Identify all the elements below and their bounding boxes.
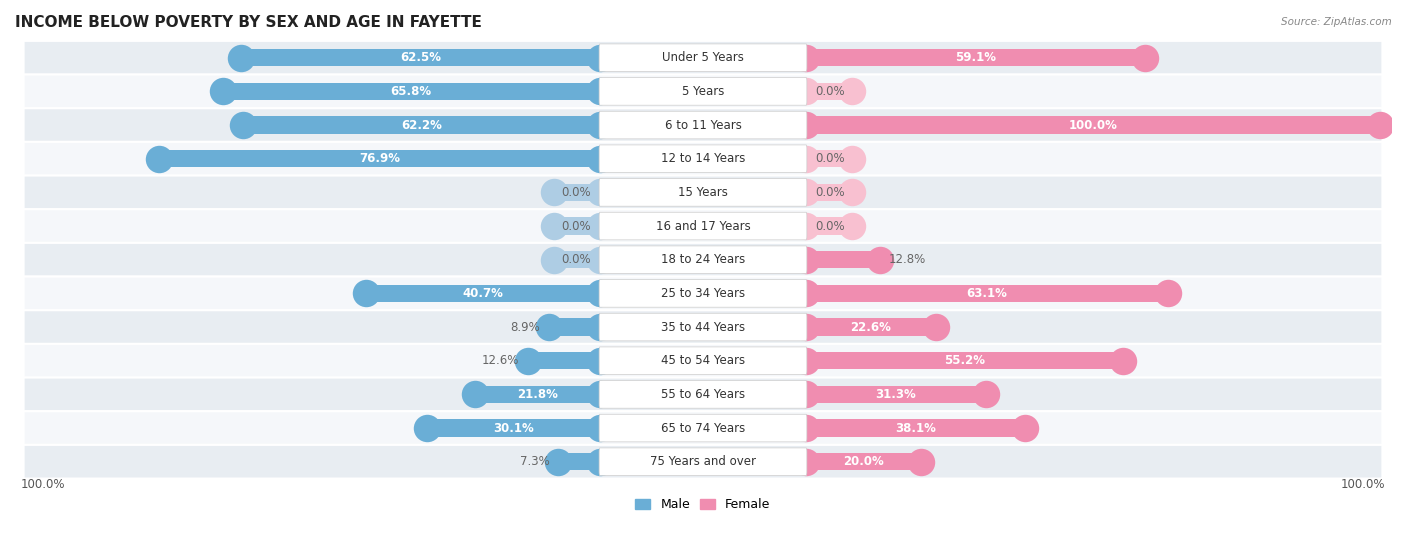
Text: 18 to 24 Years: 18 to 24 Years <box>661 253 745 266</box>
FancyBboxPatch shape <box>599 212 807 240</box>
Text: 21.8%: 21.8% <box>517 388 558 401</box>
Text: 7.3%: 7.3% <box>520 455 550 468</box>
Text: 62.5%: 62.5% <box>401 51 441 64</box>
FancyBboxPatch shape <box>599 78 807 105</box>
FancyBboxPatch shape <box>24 378 1382 411</box>
Text: 22.6%: 22.6% <box>851 320 891 334</box>
Text: 0.0%: 0.0% <box>561 253 591 266</box>
Bar <box>806 285 1168 302</box>
FancyBboxPatch shape <box>24 142 1382 176</box>
Text: 62.2%: 62.2% <box>401 118 441 132</box>
Bar <box>475 386 600 403</box>
Text: 12.6%: 12.6% <box>482 354 519 367</box>
Text: 30.1%: 30.1% <box>494 421 534 435</box>
FancyBboxPatch shape <box>24 243 1382 277</box>
Text: 55 to 64 Years: 55 to 64 Years <box>661 388 745 401</box>
Text: 0.0%: 0.0% <box>815 186 845 199</box>
Text: 100.0%: 100.0% <box>1341 478 1385 491</box>
FancyBboxPatch shape <box>599 347 807 374</box>
Bar <box>806 318 936 336</box>
Bar <box>243 116 600 134</box>
FancyBboxPatch shape <box>599 246 807 273</box>
Text: 0.0%: 0.0% <box>815 85 845 98</box>
Text: 25 to 34 Years: 25 to 34 Years <box>661 287 745 300</box>
FancyBboxPatch shape <box>24 310 1382 344</box>
Bar <box>548 318 600 336</box>
FancyBboxPatch shape <box>24 41 1382 75</box>
Text: 75 Years and over: 75 Years and over <box>650 455 756 468</box>
Bar <box>806 49 1144 66</box>
Bar <box>806 184 852 201</box>
Text: 0.0%: 0.0% <box>561 219 591 233</box>
Text: 0.0%: 0.0% <box>815 152 845 165</box>
FancyBboxPatch shape <box>24 75 1382 108</box>
FancyBboxPatch shape <box>599 381 807 408</box>
FancyBboxPatch shape <box>599 414 807 442</box>
Text: 20.0%: 20.0% <box>844 455 884 468</box>
Text: 40.7%: 40.7% <box>463 287 503 300</box>
Text: 12.8%: 12.8% <box>889 253 925 266</box>
Text: 100.0%: 100.0% <box>21 478 65 491</box>
Text: 16 and 17 Years: 16 and 17 Years <box>655 219 751 233</box>
FancyBboxPatch shape <box>24 108 1382 142</box>
Bar <box>806 352 1122 369</box>
Text: 31.3%: 31.3% <box>876 388 917 401</box>
Bar <box>554 184 600 201</box>
Text: 55.2%: 55.2% <box>943 354 986 367</box>
Text: 65.8%: 65.8% <box>391 85 432 98</box>
Text: 45 to 54 Years: 45 to 54 Years <box>661 354 745 367</box>
FancyBboxPatch shape <box>24 277 1382 310</box>
FancyBboxPatch shape <box>599 313 807 341</box>
FancyBboxPatch shape <box>599 44 807 71</box>
Text: INCOME BELOW POVERTY BY SEX AND AGE IN FAYETTE: INCOME BELOW POVERTY BY SEX AND AGE IN F… <box>15 15 482 30</box>
Text: 6 to 11 Years: 6 to 11 Years <box>665 118 741 132</box>
Bar <box>806 251 880 268</box>
FancyBboxPatch shape <box>24 344 1382 378</box>
Text: 5 Years: 5 Years <box>682 85 724 98</box>
Bar <box>558 453 600 470</box>
Text: 38.1%: 38.1% <box>896 421 936 435</box>
FancyBboxPatch shape <box>599 280 807 307</box>
Bar <box>806 150 852 167</box>
FancyBboxPatch shape <box>24 445 1382 479</box>
FancyBboxPatch shape <box>599 448 807 475</box>
FancyBboxPatch shape <box>599 111 807 139</box>
Text: Source: ZipAtlas.com: Source: ZipAtlas.com <box>1281 17 1392 27</box>
Text: 12 to 14 Years: 12 to 14 Years <box>661 152 745 165</box>
Bar <box>806 83 852 100</box>
Text: 63.1%: 63.1% <box>967 287 1008 300</box>
Text: 0.0%: 0.0% <box>561 186 591 199</box>
FancyBboxPatch shape <box>24 209 1382 243</box>
Bar <box>222 83 600 100</box>
Bar <box>806 386 986 403</box>
Bar <box>806 453 921 470</box>
Text: 0.0%: 0.0% <box>815 219 845 233</box>
Bar <box>806 217 852 235</box>
FancyBboxPatch shape <box>24 411 1382 445</box>
Bar <box>427 419 600 437</box>
Text: 8.9%: 8.9% <box>510 320 540 334</box>
Bar <box>806 116 1379 134</box>
Text: 65 to 74 Years: 65 to 74 Years <box>661 421 745 435</box>
Legend: Male, Female: Male, Female <box>630 493 776 516</box>
Text: 35 to 44 Years: 35 to 44 Years <box>661 320 745 334</box>
FancyBboxPatch shape <box>24 176 1382 209</box>
Text: 76.9%: 76.9% <box>359 152 399 165</box>
Text: 59.1%: 59.1% <box>955 51 995 64</box>
Bar <box>242 49 600 66</box>
Bar <box>554 251 600 268</box>
FancyBboxPatch shape <box>599 179 807 206</box>
Text: Under 5 Years: Under 5 Years <box>662 51 744 64</box>
Bar <box>806 419 1025 437</box>
Bar <box>367 285 600 302</box>
Text: 15 Years: 15 Years <box>678 186 728 199</box>
Bar <box>527 352 600 369</box>
Text: 100.0%: 100.0% <box>1069 118 1118 132</box>
Bar <box>554 217 600 235</box>
Bar <box>159 150 600 167</box>
FancyBboxPatch shape <box>599 145 807 172</box>
